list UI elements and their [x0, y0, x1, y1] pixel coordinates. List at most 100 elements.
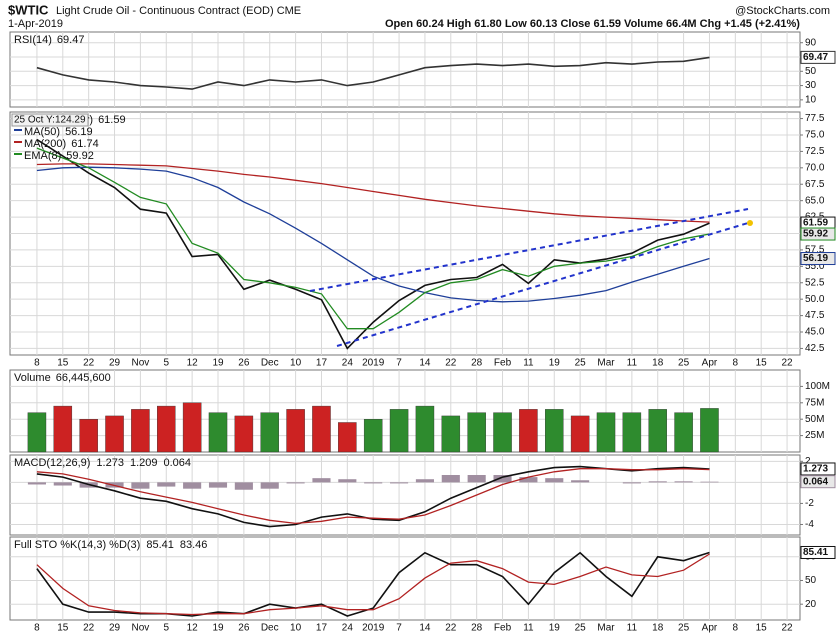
- y-tick-label: 45.0: [805, 327, 825, 338]
- axis-tag-label: 59.92: [803, 229, 828, 240]
- axis-tag-label: 69.47: [803, 52, 828, 63]
- x-tick-label: 17: [316, 623, 328, 634]
- bar: [286, 409, 305, 453]
- x-tick-label: 14: [419, 623, 431, 634]
- bar: [208, 482, 228, 488]
- series-line: [36, 166, 710, 303]
- axis-tag-label: 85.41: [803, 547, 828, 558]
- series-line: [36, 465, 710, 528]
- legend-value: 56.19: [65, 126, 93, 138]
- x-tick-label: 12: [187, 623, 199, 634]
- x-tick-label: 11: [523, 358, 534, 369]
- legend-name: RSI(14): [14, 34, 52, 46]
- x-tick-label: Feb: [494, 623, 512, 634]
- brand: @StockCharts.com: [735, 5, 830, 17]
- x-tick-label: Mar: [597, 358, 615, 369]
- bar: [596, 412, 616, 453]
- symbol: $WTIC: [8, 2, 49, 17]
- legend-value: 61.74: [71, 138, 99, 150]
- bar: [390, 482, 409, 484]
- x-tick-label: Apr: [702, 358, 718, 369]
- axis-tag-label: 0.064: [803, 476, 828, 487]
- bar: [570, 415, 590, 453]
- bar: [519, 477, 538, 483]
- x-tick-label: 22: [83, 358, 95, 369]
- y-tick-label: -4: [805, 519, 814, 530]
- bar: [622, 412, 642, 453]
- bar: [700, 481, 719, 483]
- bar: [441, 415, 461, 453]
- bar: [364, 482, 383, 484]
- x-tick-label: 11: [523, 623, 534, 634]
- y-tick-label: 100M: [805, 381, 830, 392]
- x-tick-label: 26: [238, 623, 250, 634]
- y-tick-label: 90: [805, 37, 817, 48]
- legend-swatch: [14, 129, 22, 131]
- legend-name: Volume: [14, 372, 51, 384]
- bar: [286, 482, 305, 484]
- x-tick-label: 14: [419, 358, 431, 369]
- y-tick-label: 30: [805, 80, 817, 91]
- axis-tag: [800, 475, 836, 489]
- y-tick-label: 75.0: [805, 130, 825, 141]
- y-tick-label: 55.0: [805, 261, 825, 272]
- x-tick-label: 25: [678, 623, 690, 634]
- x-tick-label: 12: [187, 358, 199, 369]
- y-tick-label: 57.5: [805, 245, 825, 256]
- axis-tag-label: 56.19: [803, 253, 828, 264]
- series-line: [36, 56, 710, 90]
- x-tick-label: 15: [57, 623, 69, 634]
- bar: [234, 415, 254, 453]
- x-tick-label: Dec: [261, 358, 279, 369]
- y-tick-label: 42.5: [805, 343, 825, 354]
- bar: [182, 402, 202, 453]
- legend-name: MA(200): [24, 138, 66, 150]
- x-tick-label: 5: [163, 623, 169, 634]
- x-tick-label: 5: [163, 358, 169, 369]
- legend-value: 59.92: [66, 150, 94, 162]
- bar: [234, 482, 253, 490]
- x-tick-label: 8: [34, 623, 40, 634]
- bar: [312, 478, 331, 483]
- series-line: [36, 163, 710, 223]
- bar: [105, 415, 124, 453]
- tooltip: 25 Oct Y:124.29: [14, 115, 86, 126]
- axis-tag: [800, 227, 836, 241]
- x-tick-label: 11: [627, 623, 638, 634]
- x-tick-label: 7: [396, 623, 402, 634]
- panel-frame: [9, 454, 801, 536]
- x-tick-label: 15: [57, 358, 69, 369]
- x-tick-label: 25: [575, 358, 587, 369]
- bar: [441, 475, 460, 483]
- y-tick-label: 67.5: [805, 179, 825, 190]
- bar: [183, 482, 202, 489]
- x-tick-label: Feb: [494, 358, 512, 369]
- x-tick-label: Apr: [702, 623, 718, 634]
- legend-swatch: [14, 153, 22, 155]
- x-tick-label: 29: [109, 358, 121, 369]
- y-tick-label: 70.0: [805, 162, 825, 173]
- axis-tag: [800, 545, 836, 559]
- y-tick-label: 52.5: [805, 277, 825, 288]
- bar: [415, 405, 435, 453]
- x-tick-label: 22: [445, 358, 457, 369]
- bar: [493, 412, 512, 453]
- bar: [338, 479, 357, 483]
- x-tick-label: 10: [290, 358, 302, 369]
- y-tick-label: 50: [805, 66, 817, 77]
- date: 1-Apr-2019: [8, 18, 63, 30]
- bar: [674, 412, 693, 453]
- bar: [493, 475, 512, 483]
- x-tick-label: 18: [652, 358, 664, 369]
- bar: [53, 405, 73, 453]
- bar: [157, 405, 176, 453]
- legend-value: 61.59: [98, 114, 126, 126]
- x-tick-label: 22: [445, 623, 457, 634]
- bar: [700, 408, 719, 453]
- series-line: [36, 138, 710, 350]
- bar: [545, 478, 564, 483]
- legend-value: 0.064: [163, 457, 191, 469]
- y-tick-label: 2: [805, 456, 811, 467]
- legend-value: 69.47: [57, 34, 85, 46]
